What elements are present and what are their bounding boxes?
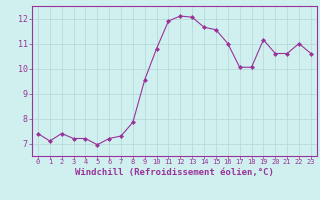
X-axis label: Windchill (Refroidissement éolien,°C): Windchill (Refroidissement éolien,°C): [75, 168, 274, 177]
